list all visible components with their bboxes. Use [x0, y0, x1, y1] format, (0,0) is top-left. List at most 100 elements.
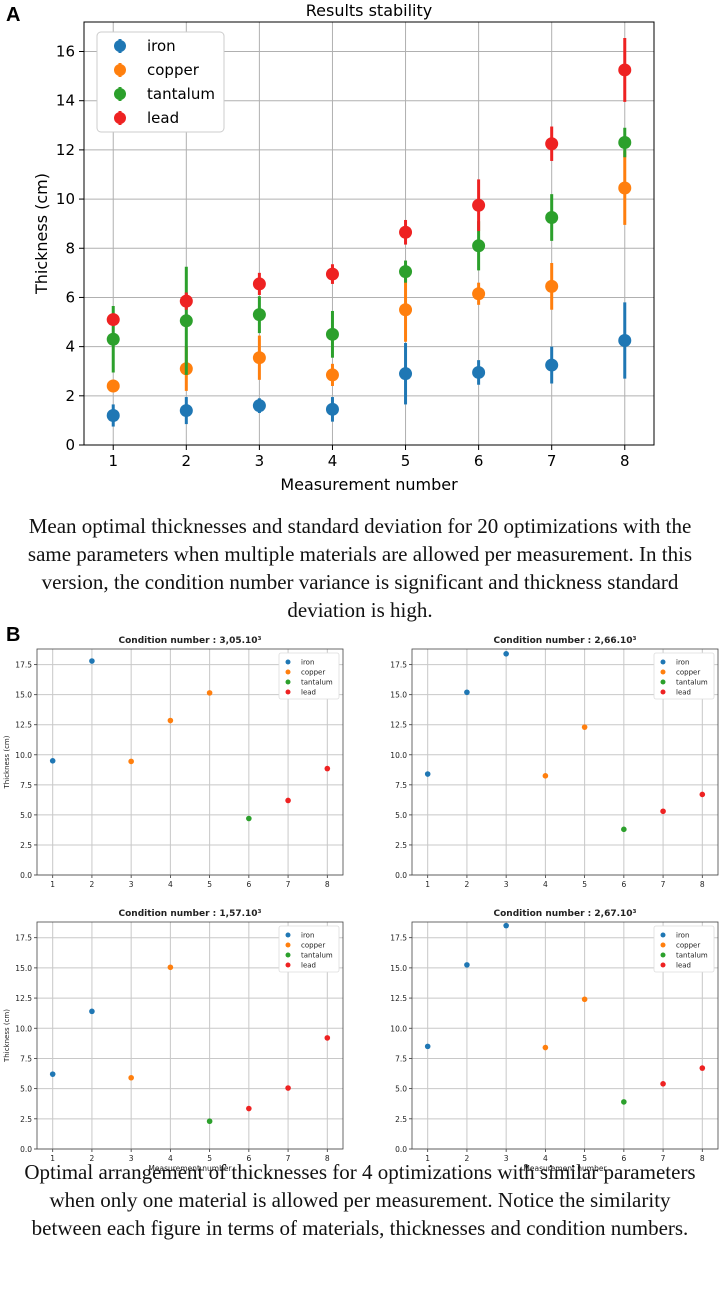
y-tick-label: 12.5 [390, 721, 407, 730]
point-iron [472, 365, 486, 379]
x-tick-label: 3 [504, 1154, 509, 1163]
y-tick-label: 10.0 [15, 751, 32, 760]
legend-marker-copper [285, 942, 291, 948]
legend-marker-tantalum [114, 88, 126, 100]
point-copper [472, 287, 486, 301]
legend-label-iron: iron [147, 37, 176, 55]
y-tick-label: 7.5 [395, 781, 407, 790]
point-lead [285, 1085, 291, 1091]
point-lead [660, 1080, 666, 1087]
y-tick-label: 8 [65, 239, 75, 257]
x-tick-label: 1 [50, 880, 55, 889]
x-tick-label: 7 [286, 1154, 291, 1163]
legend-box [278, 925, 340, 973]
point-tantalum [252, 308, 266, 322]
x-axis-label: Measurement number [280, 475, 458, 494]
y-tick-label: 17.5 [390, 661, 407, 670]
point-copper [167, 717, 174, 724]
x-tick-label: 1 [425, 880, 430, 889]
point-iron [618, 333, 632, 347]
plot-frame [411, 921, 719, 1150]
legend-label-iron: iron [301, 932, 314, 940]
x-tick-label: 8 [325, 880, 330, 889]
legend-marker-lead [660, 962, 666, 968]
point-iron [106, 408, 120, 422]
legend-label-tantalum: tantalum [147, 85, 215, 103]
y-tick-label: 10.0 [390, 751, 407, 760]
point-lead [285, 797, 291, 804]
point-lead [246, 1105, 252, 1112]
point-tantalum [179, 314, 193, 328]
point-lead [660, 808, 666, 815]
x-tick-label: 2 [465, 1154, 470, 1163]
y-tick-label: 12.5 [15, 994, 32, 1003]
y-tick-label: 0.0 [395, 871, 407, 880]
panel-a-label: A [6, 4, 21, 26]
point-lead [545, 137, 559, 151]
legend-box [653, 925, 715, 973]
point-tantalum [325, 327, 339, 341]
y-tick-label: 0.0 [395, 1145, 407, 1154]
x-tick-label: 7 [661, 880, 666, 889]
subplot-title: Condition number : 2,67.10³ [494, 909, 637, 919]
x-tick-label: 1 [425, 1154, 430, 1163]
point-iron [464, 689, 470, 696]
subplot-title: Condition number : 1,57.10³ [119, 909, 262, 919]
y-tick-label: 10 [56, 190, 75, 208]
y-tick-label: 7.5 [395, 1054, 407, 1063]
point-copper [128, 1074, 134, 1081]
x-tick-label: 7 [547, 452, 557, 470]
y-tick-label: 10.0 [390, 1024, 407, 1033]
chart-title: Results stability [306, 1, 433, 20]
point-lead [106, 313, 120, 327]
point-iron [545, 358, 559, 372]
y-tick-label: 0.0 [20, 1145, 32, 1154]
y-axis-label: Thickness (cm) [3, 1009, 11, 1063]
legend-marker-tantalum [660, 679, 666, 685]
x-tick-label: 4 [328, 452, 338, 470]
point-copper [206, 690, 213, 696]
legend: iron copper tantalum lead [653, 925, 715, 973]
legend-marker-copper [660, 669, 666, 675]
point-iron [49, 1071, 56, 1077]
x-tick-label: 1 [108, 452, 118, 470]
point-tantalum [399, 265, 413, 279]
legend: iron copper tantalum lead [96, 31, 225, 133]
x-tick-label: 6 [246, 1154, 251, 1163]
y-axis-label: Thickness (cm) [32, 173, 51, 295]
x-tick-label: 6 [474, 452, 484, 470]
y-tick-label: 15.0 [15, 964, 32, 973]
point-lead [325, 267, 339, 281]
point-copper [325, 368, 339, 382]
point-lead [399, 225, 413, 239]
point-copper [399, 303, 413, 317]
x-tick-label: 4 [168, 1154, 173, 1163]
legend-marker-tantalum [660, 952, 666, 958]
y-tick-label: 12 [56, 141, 75, 159]
point-iron [49, 757, 56, 764]
x-tick-label: 3 [255, 452, 265, 470]
legend-label-copper: copper [301, 942, 325, 950]
point-iron [89, 1008, 95, 1015]
y-tick-label: 17.5 [390, 934, 407, 943]
y-tick-label: 0.0 [20, 871, 32, 880]
x-tick-label: 8 [700, 1154, 705, 1163]
legend-marker-lead [114, 112, 126, 124]
legend-box [96, 31, 225, 133]
legend-label-iron: iron [676, 659, 689, 667]
plot-frame [36, 921, 344, 1150]
x-tick-label: 3 [504, 880, 509, 889]
point-copper [167, 964, 174, 971]
x-tick-label: 3 [129, 1154, 134, 1163]
x-tick-label: 6 [621, 880, 626, 889]
legend: iron copper tantalum lead [278, 925, 340, 973]
x-tick-label: 5 [582, 1154, 587, 1163]
point-lead [699, 1065, 706, 1071]
point-copper [581, 724, 588, 730]
legend-label-iron: iron [301, 659, 314, 667]
plot-frame [411, 648, 719, 876]
legend-label-tantalum: tantalum [676, 679, 708, 687]
x-tick-label: 1 [50, 1154, 55, 1163]
